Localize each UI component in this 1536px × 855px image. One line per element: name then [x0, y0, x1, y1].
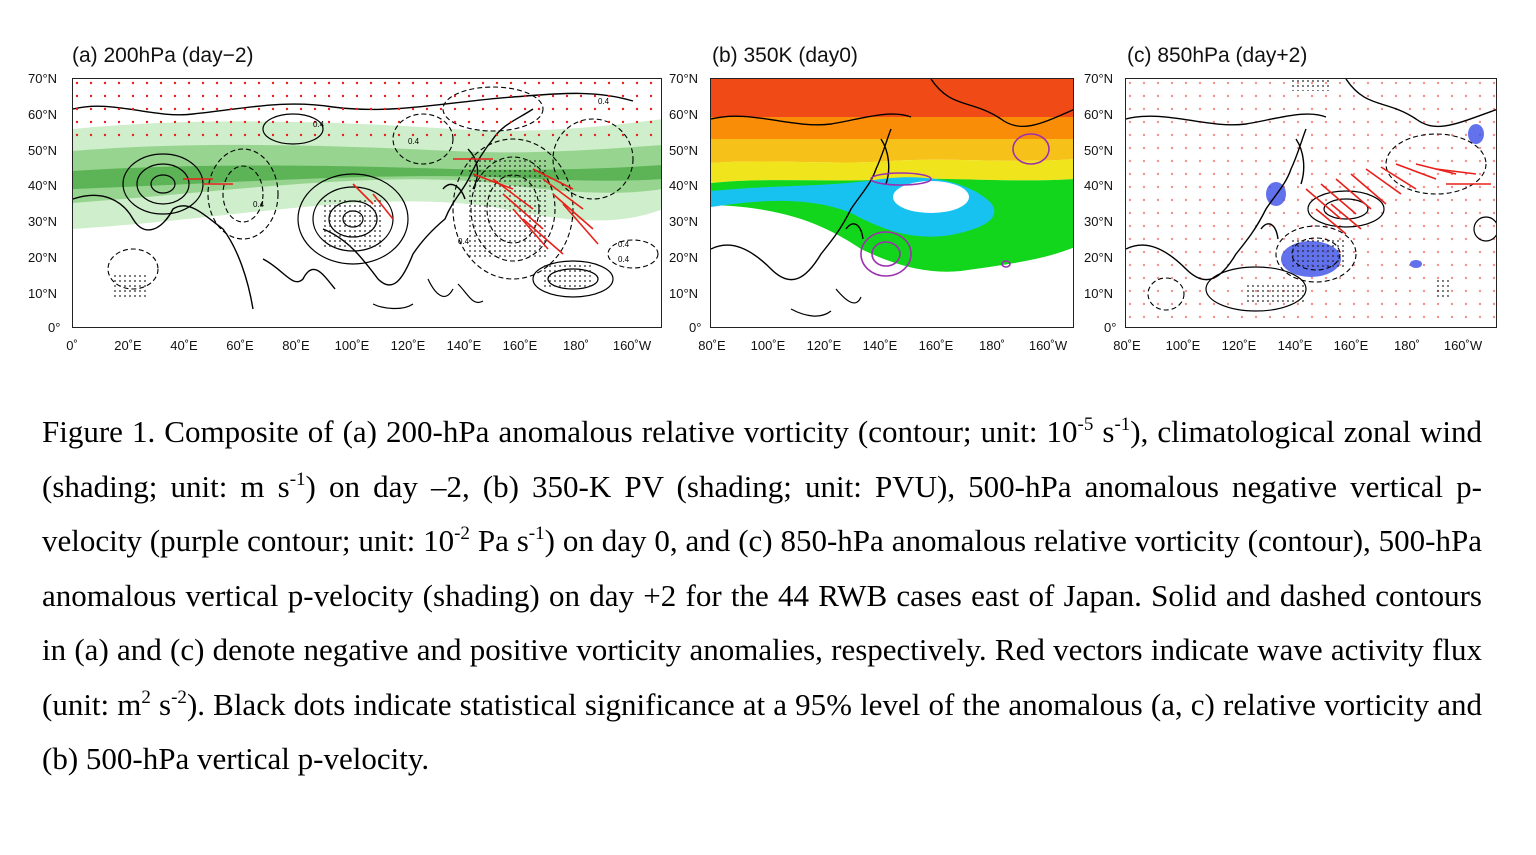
coastline — [73, 92, 634, 310]
panel-a-plot: 0.4 0.4 0.4 0.4 0.4 0.4 0.4 — [73, 79, 661, 327]
lat-label: 10°N — [28, 286, 58, 301]
lat-label: 40°N — [669, 178, 699, 193]
lon-label: 140˚E — [1277, 338, 1313, 353]
caption-text: ) on day 0, and (c) 850-hPa anomalous re… — [42, 523, 1482, 722]
lon-label: 120˚E — [806, 338, 842, 353]
lon-label: 120˚E — [1221, 338, 1257, 353]
lat-label: 50°N — [669, 143, 699, 158]
coastline — [372, 278, 484, 310]
contour-label: 0.4 — [313, 120, 325, 129]
caption-text: s — [150, 686, 172, 722]
lon-label: 100˚E — [750, 338, 786, 353]
lon-label: 0˚ — [66, 338, 78, 353]
significance-dots — [1291, 239, 1346, 269]
lon-label: 100˚E — [1165, 338, 1201, 353]
lat-label: 20°N — [669, 250, 699, 265]
coastline — [1126, 79, 1496, 281]
lon-label: 160˚E — [502, 338, 538, 353]
panel-c-map — [1125, 78, 1497, 328]
lon-label: 80˚E — [1113, 338, 1141, 353]
caption-text: ), climatological zonal wind (shading; u… — [42, 414, 1482, 504]
lat-label: 40°N — [28, 178, 58, 193]
lon-label: 80˚E — [282, 338, 310, 353]
lon-label: 160˚W — [1028, 338, 1068, 353]
pv-shading-yellow — [711, 159, 1073, 183]
significance-dots — [113, 159, 593, 299]
contour-label: 0.4 — [408, 137, 420, 146]
panel-b-title: (b) 350K (day0) — [712, 44, 858, 67]
caption-text: s — [1093, 414, 1115, 449]
lat-label: 50°N — [28, 143, 58, 158]
caption-superscript: -1 — [1114, 414, 1131, 435]
panel-a-map: 0.4 0.4 0.4 0.4 0.4 0.4 0.4 — [72, 78, 662, 328]
lat-label: 60°N — [1084, 107, 1114, 122]
lat-label: 50°N — [1084, 143, 1114, 158]
caption-superscript: 2 — [141, 686, 151, 708]
contour-label: 0.4 — [618, 255, 630, 264]
contour-label: 0.4 — [458, 237, 470, 246]
significance-dots — [1436, 279, 1451, 299]
lon-label: 40˚E — [170, 338, 198, 353]
lon-label: 160˚E — [918, 338, 954, 353]
lat-label: 70°N — [28, 71, 58, 86]
wave-activity-flux-vectors — [1305, 163, 1491, 235]
panel-b-map — [710, 78, 1074, 328]
lon-label: 100˚E — [334, 338, 370, 353]
caption-text: ) on day –2, (b) 350-K PV (shading; unit… — [42, 468, 1482, 559]
caption-text: Pa s — [469, 523, 529, 558]
figure-caption: Figure 1. Composite of (a) 200-hPa anoma… — [42, 405, 1482, 787]
lon-label: 160˚W — [1443, 338, 1483, 353]
caption-superscript: -1 — [289, 468, 306, 490]
pv-shading-red — [711, 79, 1073, 117]
caption-superscript: -2 — [171, 686, 187, 708]
lat-label: 20°N — [1084, 250, 1114, 265]
panel-c-plot — [1126, 79, 1496, 327]
panel-a-title: (a) 200hPa (day−2) — [72, 44, 254, 67]
caption-superscript: -5 — [1077, 414, 1094, 435]
lat-label: 30°N — [1084, 214, 1114, 229]
lon-label: 160˚E — [1333, 338, 1369, 353]
lon-label: 60˚E — [226, 338, 254, 353]
lon-label: 140˚E — [862, 338, 898, 353]
lat-label: 70°N — [669, 71, 699, 86]
pv-minimum-region — [893, 181, 969, 213]
significance-dots — [1246, 284, 1306, 304]
lon-label: 120˚E — [390, 338, 426, 353]
caption-text: Figure 1. Composite of (a) 200-hPa anoma… — [42, 414, 1078, 449]
pv-shading-orange — [711, 117, 1073, 139]
pv-shading-yellow-orange — [711, 139, 1073, 163]
contour-label: 0.4 — [618, 240, 630, 249]
lat-label: 70°N — [1084, 71, 1114, 86]
lon-label: 20˚E — [114, 338, 142, 353]
lat-label: 30°N — [28, 214, 58, 229]
contour-label: 0.4 — [253, 200, 265, 209]
lat-label: 10°N — [669, 286, 699, 301]
caption-superscript: -2 — [454, 523, 470, 544]
caption-text: ). Black dots indicate statistical signi… — [42, 686, 1482, 777]
panel-c-title: (c) 850hPa (day+2) — [1127, 44, 1308, 67]
significance-dots — [1291, 79, 1331, 91]
lon-label: 180˚ — [978, 338, 1006, 353]
lon-label: 80˚E — [698, 338, 726, 353]
contour-label: 0.4 — [598, 97, 610, 106]
caption-superscript: -1 — [528, 523, 545, 544]
lat-label: 30°N — [669, 214, 699, 229]
lon-label: 180˚ — [562, 338, 590, 353]
lat-label: 0° — [48, 320, 61, 335]
lat-label: 0° — [1104, 320, 1117, 335]
lat-label: 40°N — [1084, 178, 1114, 193]
lat-label: 10°N — [1084, 286, 1114, 301]
lon-label: 180˚ — [1393, 338, 1421, 353]
lon-label: 140˚E — [446, 338, 482, 353]
lon-label: 160˚W — [612, 338, 652, 353]
omega-contours — [860, 133, 1050, 277]
lat-label: 60°N — [669, 107, 699, 122]
coastline — [711, 79, 1073, 281]
lat-label: 0° — [689, 320, 702, 335]
wave-activity-flux-vectors — [183, 158, 599, 255]
coastline — [790, 288, 862, 317]
lat-label: 60°N — [28, 107, 58, 122]
panel-b-plot — [711, 79, 1073, 327]
lat-label: 20°N — [28, 250, 58, 265]
